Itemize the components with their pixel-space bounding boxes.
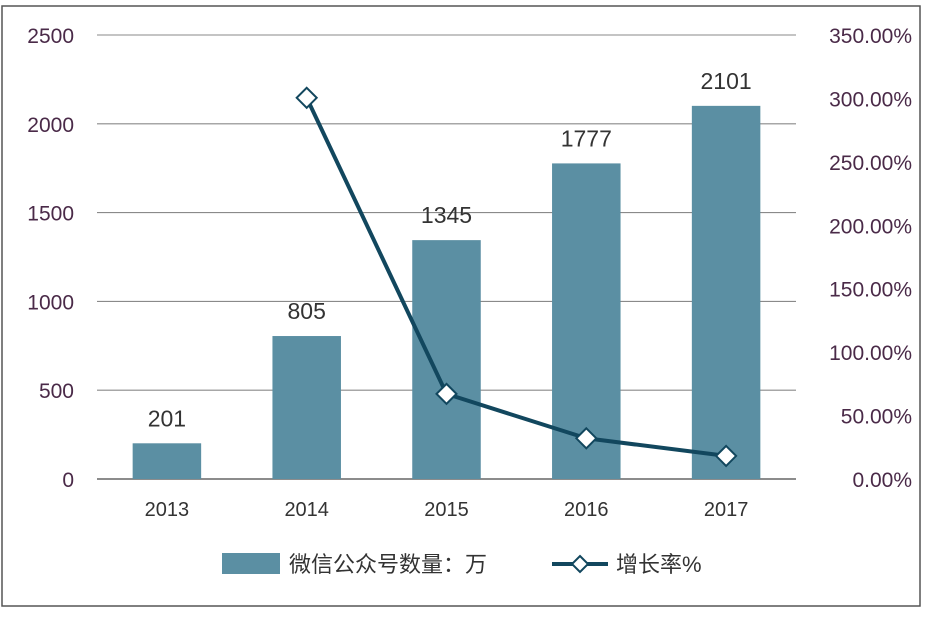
- bar-data-label: 1345: [421, 202, 472, 228]
- x-axis-ticks: 2013 2014 2015 2016 2017: [145, 499, 749, 521]
- legend: 微信公众号数量：万 增长率%: [222, 552, 702, 577]
- line-point-marker: [714, 444, 738, 468]
- bar-data-labels: 201 805 1345 1777 2101: [148, 68, 752, 431]
- right-tick-label: 200.00%: [829, 215, 912, 238]
- left-tick-label: 2000: [27, 114, 74, 137]
- bar-data-label: 2101: [701, 68, 752, 94]
- right-tick-label: 100.00%: [829, 342, 912, 365]
- left-axis-ticks: 0 500 1000 1500 2000 2500: [27, 25, 74, 492]
- x-tick-label: 2017: [704, 499, 749, 521]
- x-tick-label: 2015: [424, 499, 469, 521]
- legend-line-label: 增长率%: [616, 552, 702, 577]
- right-tick-label: 300.00%: [829, 88, 912, 111]
- right-tick-label: 250.00%: [829, 152, 912, 175]
- left-tick-label: 2500: [27, 25, 74, 48]
- bar-data-label: 201: [148, 405, 186, 431]
- line-point-marker: [435, 382, 458, 406]
- right-tick-label: 50.00%: [841, 406, 912, 429]
- right-tick-label: 150.00%: [829, 279, 912, 302]
- x-tick-label: 2016: [564, 499, 609, 521]
- bar: [691, 105, 761, 479]
- line-series: [295, 86, 738, 468]
- line-point-marker: [574, 426, 598, 450]
- bar-data-label: 1777: [561, 125, 612, 151]
- legend-bar-label: 微信公众号数量：万: [289, 552, 487, 577]
- bar-series: [132, 105, 761, 480]
- growth-rate-line: [304, 96, 727, 458]
- right-tick-label: 350.00%: [829, 25, 912, 48]
- right-tick-label: 0.00%: [852, 469, 912, 492]
- line-point-marker: [295, 86, 319, 110]
- x-tick-label: 2013: [145, 499, 190, 521]
- left-tick-label: 500: [39, 380, 74, 403]
- bar: [552, 163, 621, 480]
- x-tick-label: 2014: [284, 499, 329, 521]
- legend-line-marker: [570, 554, 590, 574]
- legend-bar-swatch: [222, 553, 280, 574]
- gridlines: [97, 34, 796, 480]
- bar: [412, 240, 481, 479]
- left-tick-label: 1500: [27, 203, 74, 226]
- bar-data-label: 805: [288, 298, 326, 324]
- left-tick-label: 1000: [27, 291, 74, 314]
- left-tick-label: 0: [62, 469, 74, 492]
- bar: [132, 443, 202, 479]
- bar: [272, 336, 341, 479]
- right-axis-ticks: 0.00% 50.00% 100.00% 150.00% 200.00% 250.00% 3…: [829, 25, 912, 492]
